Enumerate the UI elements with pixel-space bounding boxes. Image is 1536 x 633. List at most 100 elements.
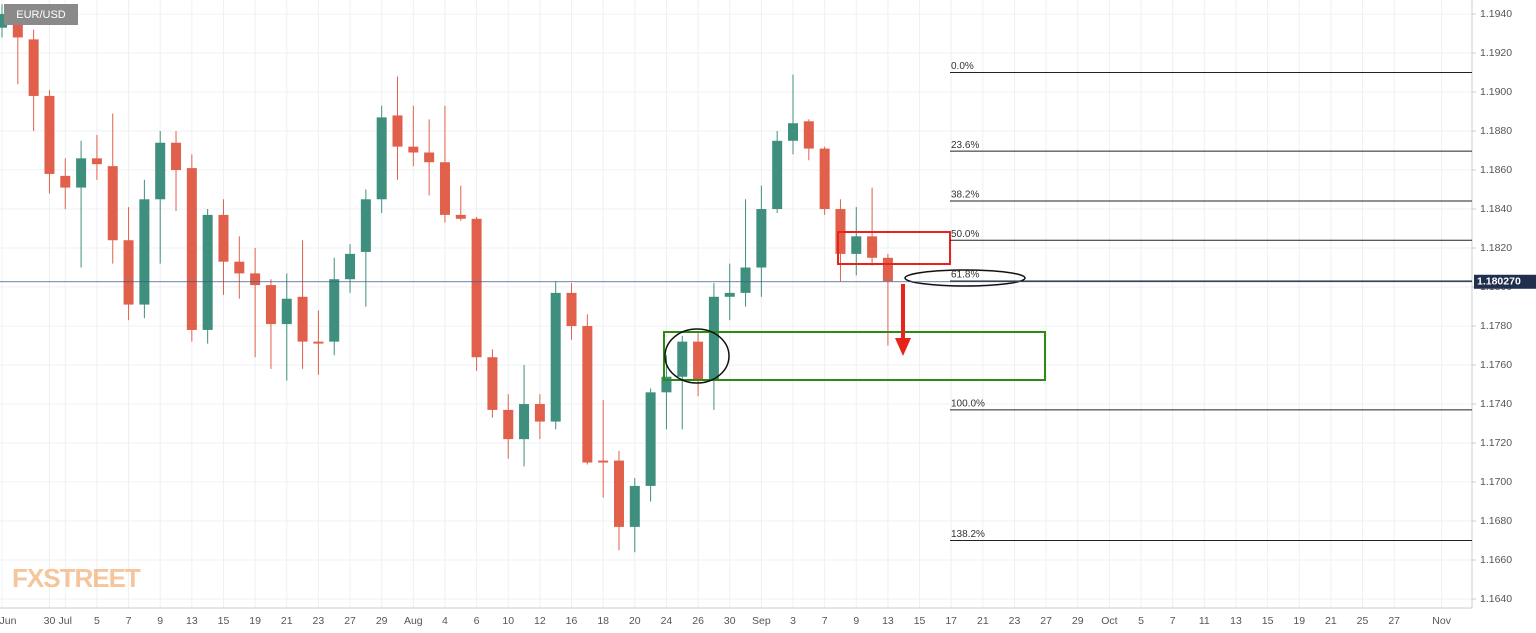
highlight-circle	[664, 328, 730, 384]
candle-body	[882, 257, 893, 282]
y-tick-label: 1.1720	[1480, 437, 1512, 449]
candle-body	[171, 142, 182, 171]
candle-body	[724, 292, 735, 297]
candle-body	[392, 115, 403, 147]
candle-body	[218, 214, 229, 262]
y-tick-label: 1.1780	[1480, 320, 1512, 332]
x-tick-label: 9	[853, 615, 859, 627]
candle-body	[803, 121, 814, 149]
candle-body	[550, 292, 561, 422]
x-tick-label: Sep	[752, 615, 771, 627]
x-tick-label: 30	[44, 615, 56, 627]
candle-body	[107, 166, 118, 241]
x-tick-label: 26	[692, 615, 704, 627]
candle-body	[91, 158, 102, 165]
candle-body	[772, 140, 783, 210]
support-box	[663, 331, 1046, 381]
x-tick-label: Jul	[59, 615, 72, 627]
x-tick-label: 5	[1138, 615, 1144, 627]
candle-body	[329, 279, 340, 342]
candle-body	[503, 409, 514, 440]
y-tick-label: 1.1660	[1480, 554, 1512, 566]
candle-body	[645, 392, 656, 486]
resistance-box	[837, 231, 951, 265]
candle-body	[76, 158, 87, 188]
x-tick-label: 21	[281, 615, 293, 627]
candle-body	[345, 253, 356, 280]
candle-body	[566, 292, 577, 327]
candle-body	[123, 240, 134, 305]
x-tick-label: 27	[1388, 615, 1400, 627]
x-tick-label: Aug	[404, 615, 423, 627]
fib-label: 0.0%	[951, 61, 974, 72]
x-tick-label: 7	[822, 615, 828, 627]
candle-body	[155, 142, 166, 200]
candle-body	[186, 168, 197, 330]
x-tick-label: 4	[442, 615, 448, 627]
x-tick-label: 13	[186, 615, 198, 627]
y-tick-label: 1.1640	[1480, 593, 1512, 605]
candle-body	[677, 341, 688, 377]
x-tick-label: 7	[1170, 615, 1176, 627]
arrow-head	[895, 338, 911, 356]
x-tick-label: 7	[126, 615, 132, 627]
x-tick-label: 23	[313, 615, 325, 627]
x-tick-label: 13	[882, 615, 894, 627]
x-tick-label: 15	[1262, 615, 1274, 627]
candle-body	[487, 357, 498, 410]
x-tick-label: 19	[1293, 615, 1305, 627]
fib-label: 100.0%	[951, 399, 985, 410]
candle-body	[693, 341, 704, 381]
candle-body	[360, 199, 371, 252]
x-tick-label: 18	[597, 615, 609, 627]
y-tick-label: 1.1920	[1480, 47, 1512, 59]
x-tick-label: 10	[502, 615, 514, 627]
x-tick-label: 21	[977, 615, 989, 627]
candle-body	[519, 404, 530, 440]
candle-body	[708, 296, 719, 381]
candle-body	[740, 267, 751, 293]
last-price-box	[1474, 274, 1536, 289]
candle-body	[629, 485, 640, 527]
candle-body	[582, 326, 593, 463]
candle-body	[234, 261, 245, 274]
fib-label: 38.2%	[951, 190, 979, 201]
x-tick-label: 17	[945, 615, 957, 627]
chart-title: EUR/USD	[16, 9, 66, 21]
candle-body	[265, 285, 276, 325]
x-tick-label: 5	[94, 615, 100, 627]
x-tick-label: Nov	[1432, 615, 1451, 627]
candle-body	[756, 209, 767, 268]
x-tick-label: 23	[1009, 615, 1021, 627]
candle-body	[534, 404, 545, 422]
x-tick-label: 9	[157, 615, 163, 627]
candle-body	[439, 162, 450, 215]
y-tick-label: 1.1940	[1480, 8, 1512, 20]
x-tick-label: 25	[1357, 615, 1369, 627]
candle-body	[661, 376, 672, 393]
x-tick-label: 13	[1230, 615, 1242, 627]
fib-circle	[904, 269, 1026, 287]
title-box	[4, 4, 78, 25]
x-tick-label: 12	[534, 615, 546, 627]
x-tick-label: 29	[1072, 615, 1084, 627]
candle-body	[867, 236, 878, 258]
x-tick-label: 27	[344, 615, 356, 627]
x-tick-label: 16	[566, 615, 578, 627]
x-tick-label: 19	[249, 615, 261, 627]
candle-body	[788, 123, 798, 141]
candle-body	[0, 14, 7, 28]
candle-body	[60, 175, 71, 188]
candle-body	[613, 460, 624, 527]
x-tick-label: 3	[790, 615, 796, 627]
y-tick-label: 1.1680	[1480, 515, 1512, 527]
logo: FXSTREET	[12, 563, 141, 593]
x-tick-label: 24	[661, 615, 673, 627]
candle-body	[455, 214, 466, 219]
candle-body	[471, 218, 482, 358]
candle-body	[139, 199, 150, 305]
candle-body	[281, 298, 292, 325]
x-tick-label: 21	[1325, 615, 1337, 627]
x-tick-label: 15	[914, 615, 926, 627]
